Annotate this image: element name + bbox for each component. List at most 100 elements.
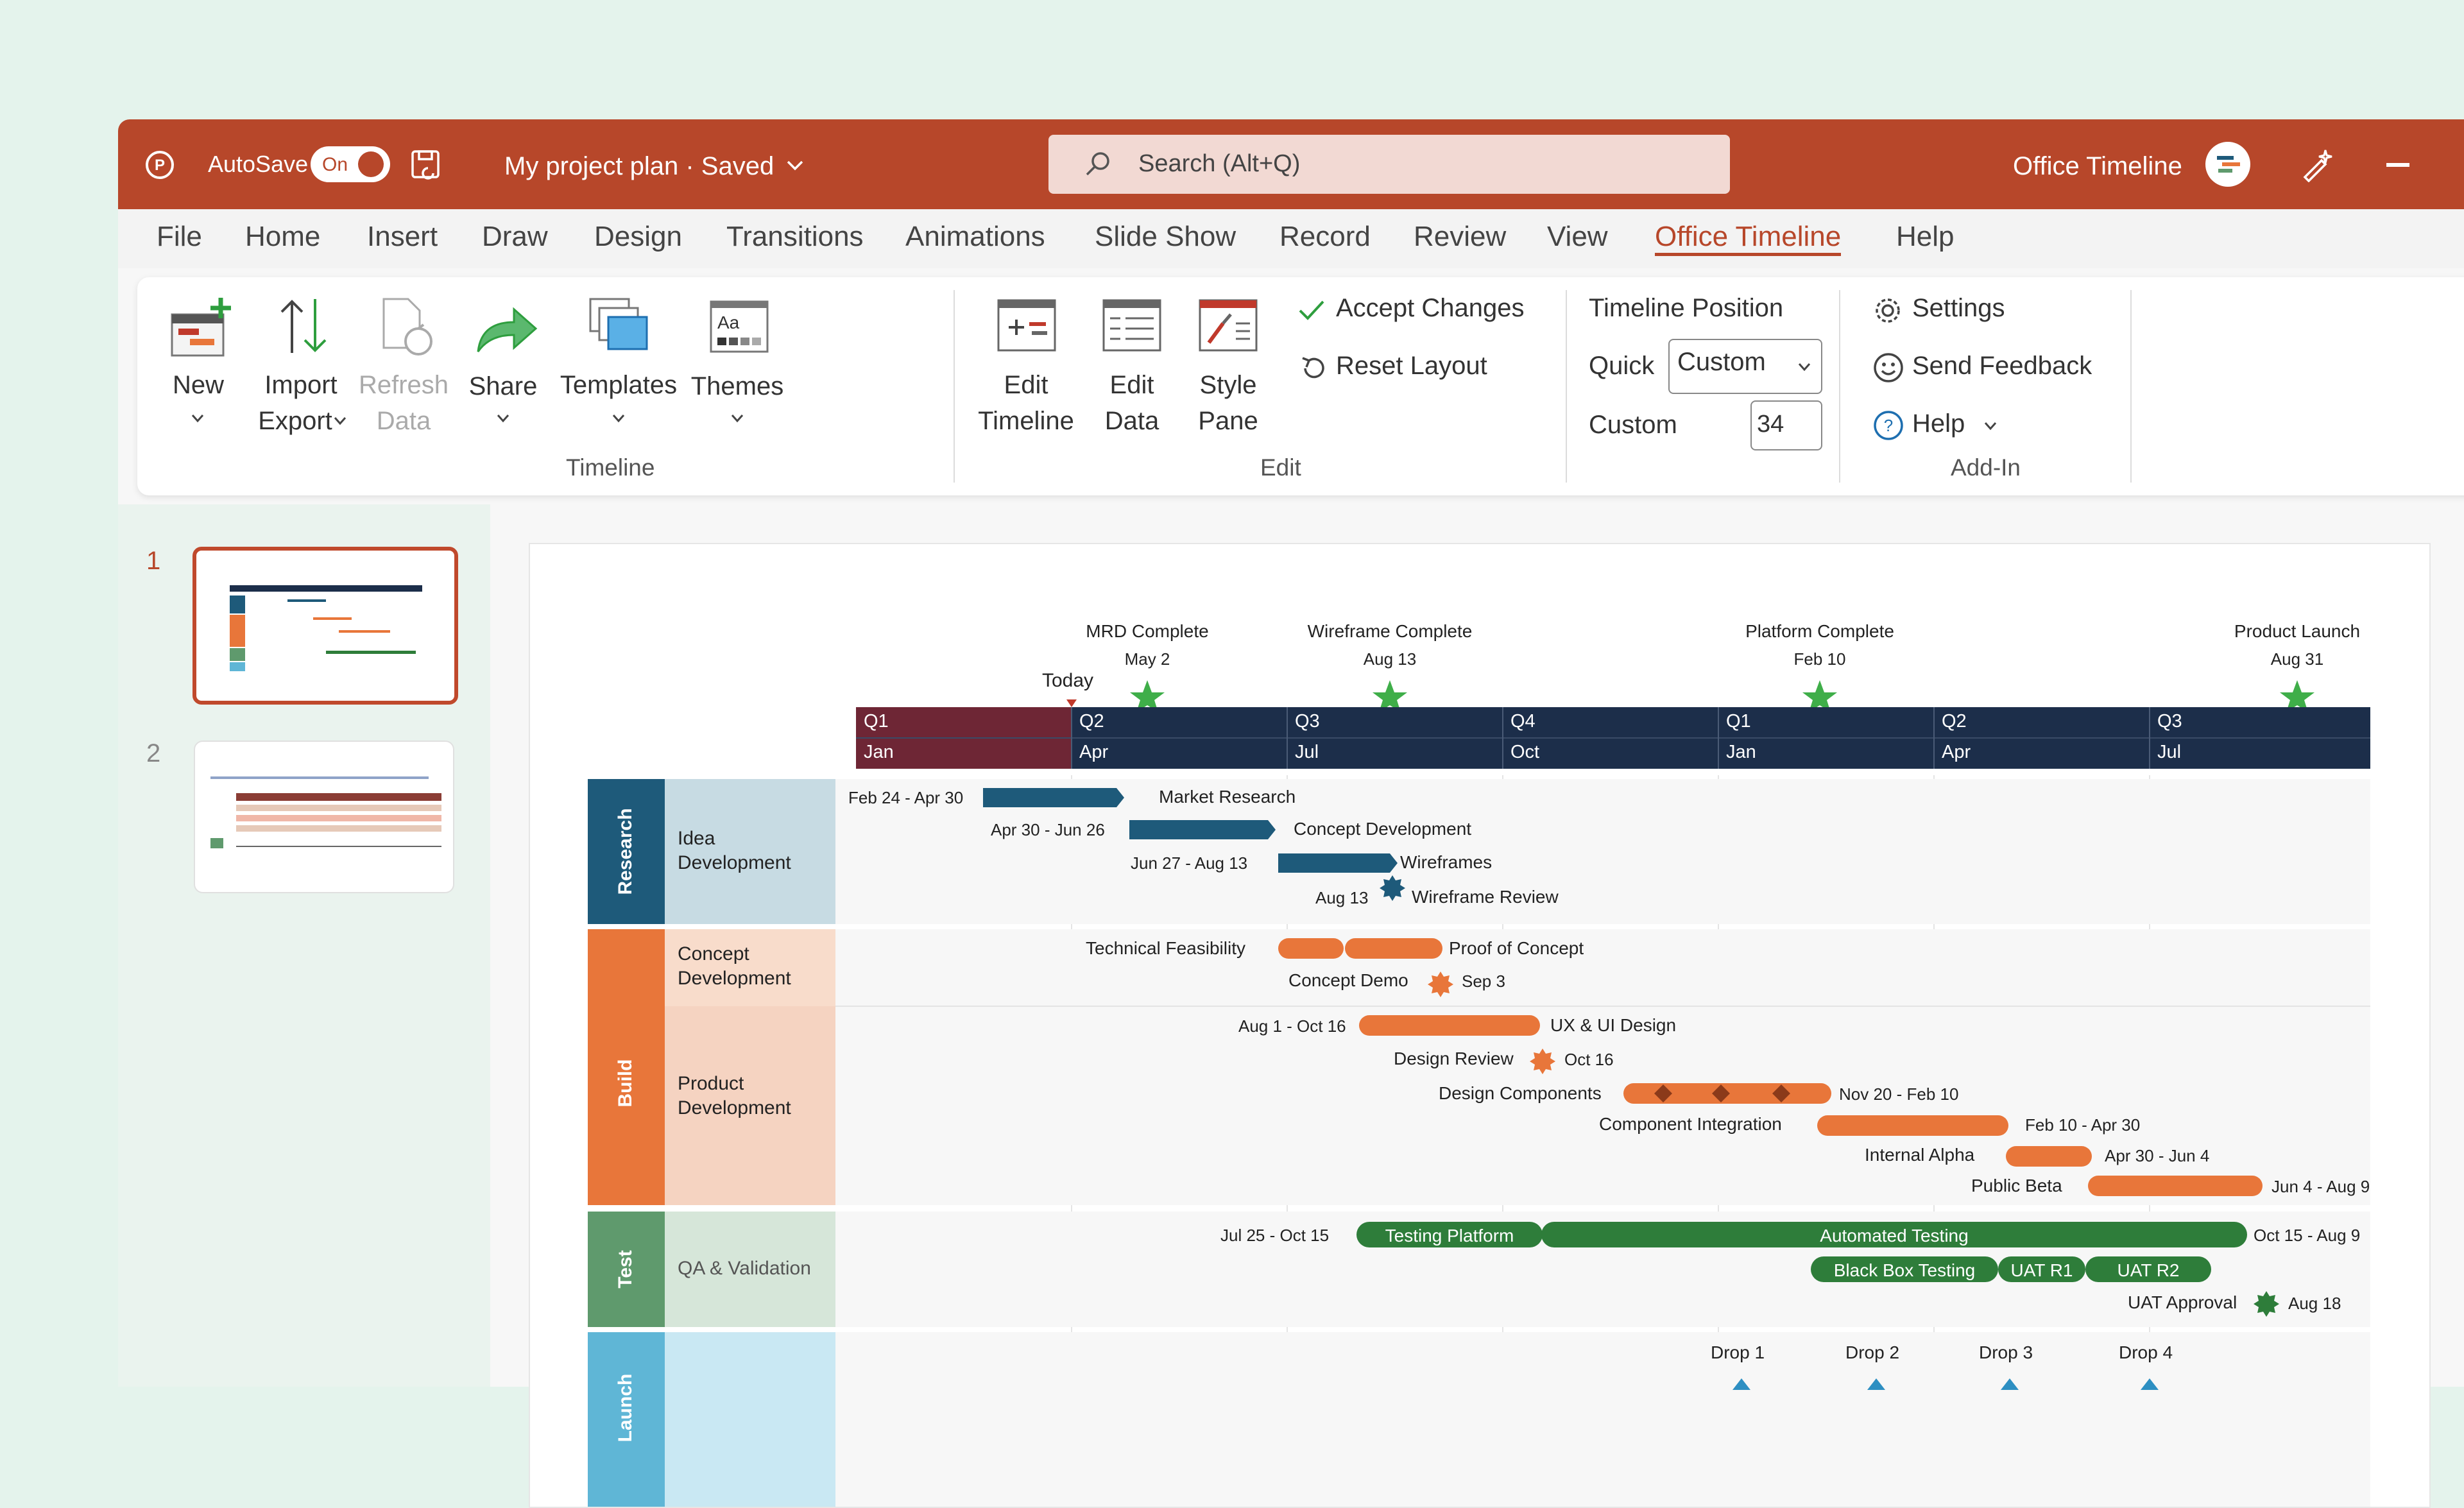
- custom-label: Custom: [1589, 411, 1677, 439]
- menu-slide-show[interactable]: Slide Show: [1095, 221, 1236, 252]
- accept-changes-button[interactable]: Accept Changes: [1292, 290, 1549, 329]
- slide-thumbnail-1[interactable]: [193, 547, 458, 705]
- chevron-down-icon[interactable]: [785, 158, 805, 173]
- share-button[interactable]: Share: [458, 284, 548, 444]
- scale-quarter: Q2: [1942, 711, 1967, 732]
- templates-label: Templates: [560, 371, 678, 399]
- settings-button[interactable]: Settings: [1870, 290, 2101, 329]
- scale-month: Jan: [1726, 742, 1756, 762]
- search-box[interactable]: Search (Alt+Q): [1048, 135, 1730, 194]
- milestone-title: Wireframe Complete: [1307, 621, 1473, 641]
- slide-thumbnail-2[interactable]: [194, 741, 454, 893]
- task-dates: Jul 25 - Oct 15: [1220, 1226, 1330, 1245]
- bar-label: Black Box Testing: [1833, 1260, 1976, 1280]
- search-placeholder: Search (Alt+Q): [1138, 150, 1301, 177]
- edit-data-button[interactable]: Edit Data: [1087, 284, 1177, 444]
- task-dates: Sep 3: [1462, 972, 1505, 991]
- task-name: UX & UI Design: [1550, 1015, 1677, 1035]
- menu-help[interactable]: Help: [1896, 221, 1955, 252]
- style-pane-button[interactable]: Style Pane: [1183, 284, 1273, 444]
- refresh-data-icon: [380, 296, 438, 358]
- svg-text:P: P: [155, 157, 165, 174]
- task-dates: Apr 30 - Jun 4: [2105, 1146, 2210, 1165]
- scale-quarter: Q4: [1510, 711, 1536, 732]
- menu-office-timeline[interactable]: Office Timeline: [1655, 221, 1842, 256]
- new-button[interactable]: New: [150, 284, 246, 444]
- menu-record[interactable]: Record: [1279, 221, 1371, 252]
- menu-animations[interactable]: Animations: [905, 221, 1045, 252]
- scale-quarter: Q3: [1295, 711, 1320, 732]
- templates-button[interactable]: Templates: [554, 284, 683, 444]
- themes-label: Themes: [690, 372, 784, 400]
- task-dates: Feb 10 - Apr 30: [2025, 1115, 2141, 1135]
- save-icon[interactable]: [410, 149, 442, 181]
- task-name: Wireframes: [1400, 852, 1493, 872]
- reset-layout-button[interactable]: Reset Layout: [1292, 348, 1549, 386]
- task-name: Concept Development: [1294, 819, 1472, 839]
- avatar[interactable]: [2205, 142, 2250, 187]
- send-feedback-button[interactable]: Send Feedback: [1870, 348, 2139, 386]
- menu-bar: File Home Insert Draw Design Transitions…: [118, 209, 2464, 268]
- milestone-star-icon: [1130, 680, 1165, 712]
- refresh-label: Refresh: [358, 371, 449, 399]
- refresh-data-button[interactable]: Refresh Data: [355, 284, 452, 444]
- task-dates: Aug 18: [2288, 1294, 2341, 1313]
- swimlane-title: Build: [615, 1059, 636, 1108]
- milestone-star-icon: [2280, 680, 2314, 712]
- menu-design[interactable]: Design: [594, 221, 682, 252]
- reset-icon: [1299, 354, 1327, 382]
- export-label: Export: [258, 407, 332, 435]
- quick-label: Quick: [1589, 352, 1655, 380]
- svg-text:?: ?: [1884, 416, 1893, 435]
- slide-canvas[interactable]: MRD Complete May 2 Wireframe Complete Au…: [529, 543, 2431, 1508]
- account-name[interactable]: Office Timeline: [2013, 152, 2182, 180]
- menu-insert[interactable]: Insert: [367, 221, 438, 252]
- task-dates: Oct 15 - Aug 9: [2254, 1226, 2361, 1245]
- minimize-icon[interactable]: [2386, 163, 2409, 167]
- menu-home[interactable]: Home: [245, 221, 321, 252]
- refresh-label-2: Data: [376, 407, 431, 435]
- drop-label: Drop 3: [1979, 1342, 2033, 1362]
- swimlane-title: Research: [615, 808, 636, 895]
- help-label: Help: [1912, 409, 1965, 438]
- drop-label: Drop 4: [2119, 1342, 2173, 1362]
- chevron-down-icon: [190, 412, 205, 425]
- milestone-date: Feb 10: [1793, 649, 1846, 669]
- menu-review[interactable]: Review: [1414, 221, 1507, 252]
- task-name: Technical Feasibility: [1086, 938, 1245, 958]
- edit-timeline-button[interactable]: Edit Timeline: [971, 284, 1081, 444]
- slide-number: 1: [146, 547, 161, 575]
- scale-quarter: Q1: [864, 711, 889, 732]
- task-name: Concept Demo: [1288, 970, 1408, 990]
- scale-month: Apr: [1079, 742, 1109, 762]
- new-label: New: [172, 371, 225, 399]
- quick-select-value: Custom: [1677, 348, 1766, 376]
- slide-number: 2: [146, 739, 161, 767]
- import-export-button[interactable]: Import Export: [253, 284, 349, 444]
- task-name: Public Beta: [1971, 1176, 2062, 1195]
- menu-view[interactable]: View: [1547, 221, 1608, 252]
- edit-data-label-2: Data: [1104, 407, 1159, 435]
- edit-data-icon: [1101, 298, 1163, 353]
- autosave-toggle[interactable]: On: [311, 146, 390, 182]
- menu-transitions[interactable]: Transitions: [726, 221, 864, 252]
- custom-position-input[interactable]: 34: [1750, 400, 1822, 450]
- document-title[interactable]: My project plan · Saved: [504, 152, 774, 180]
- scale-quarter: Q1: [1726, 711, 1751, 732]
- scale-quarter: Q2: [1079, 711, 1104, 732]
- templates-icon: [588, 296, 649, 356]
- edit-data-label-1: Edit: [1109, 371, 1154, 399]
- help-button[interactable]: ? Help: [1870, 406, 2024, 444]
- send-feedback-label: Send Feedback: [1912, 352, 2092, 380]
- group-label-addin: Add-In: [1951, 454, 2021, 481]
- timeline-position-label: Timeline Position: [1589, 294, 1784, 322]
- ribbon-separator: [954, 290, 955, 483]
- milestone-title: Platform Complete: [1745, 621, 1894, 641]
- magic-wand-icon[interactable]: [2300, 148, 2334, 183]
- settings-label: Settings: [1912, 294, 2005, 322]
- scale-quarter: Q3: [2157, 711, 2182, 732]
- menu-draw[interactable]: Draw: [482, 221, 548, 252]
- quick-select[interactable]: Custom: [1668, 339, 1822, 394]
- menu-file[interactable]: File: [157, 221, 202, 252]
- themes-button[interactable]: Aa Themes: [683, 284, 792, 444]
